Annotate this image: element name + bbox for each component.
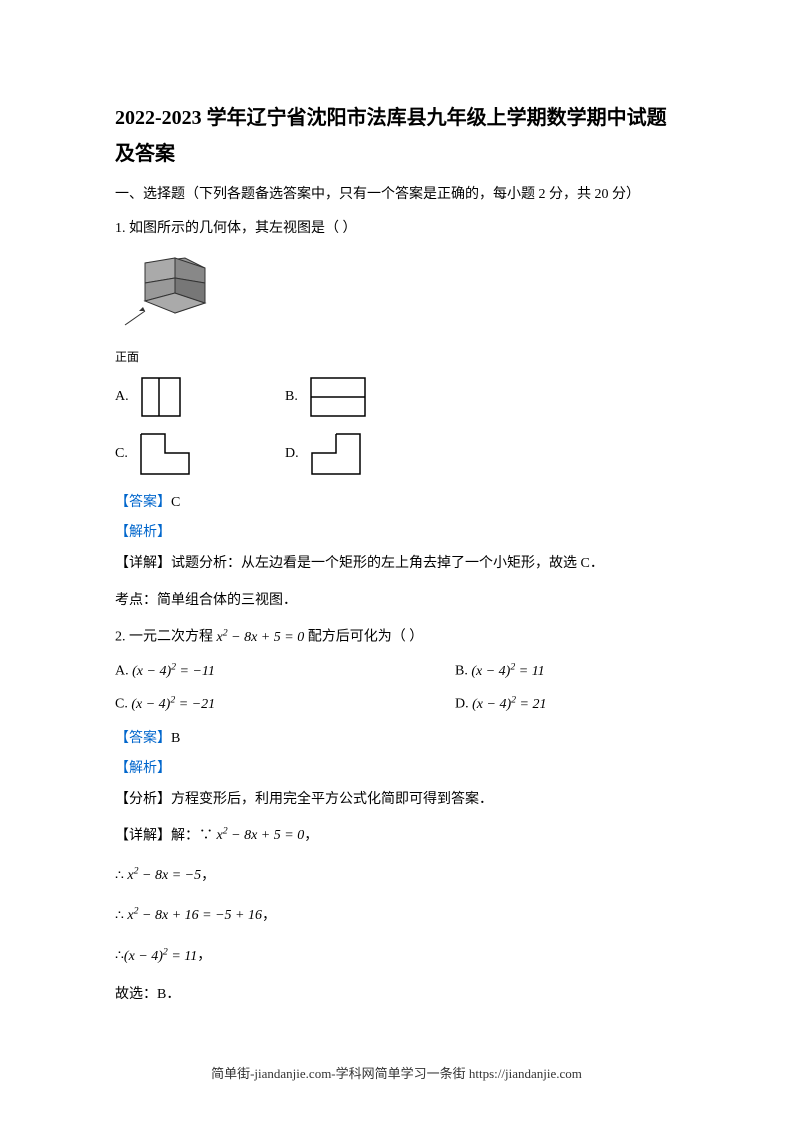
q1-option-d: D. <box>285 433 361 475</box>
option-math: (x − 4)2 = −21 <box>131 697 215 712</box>
option-label: A. <box>115 664 129 679</box>
detail-content: 试题分析：从左边看是一个矩形的左上角去掉了一个小矩形，故选 C． <box>171 556 604 571</box>
step4-math: (x − 4)2 = 11 <box>124 949 197 964</box>
figure-label: 正面 <box>115 348 678 365</box>
q1-option-row-2: C. D. <box>115 433 678 475</box>
q2-answer: 【答案】B <box>115 727 678 747</box>
detail-label: 【详解】 <box>115 556 171 571</box>
option-label: D. <box>455 697 469 712</box>
q2-option-a: A. (x − 4)2 = −11 <box>115 661 455 680</box>
q1-exam-point: 考点：简单组合体的三视图． <box>115 588 678 613</box>
q1-option-b: B. <box>285 377 366 417</box>
q2-option-c: C. (x − 4)2 = −21 <box>115 694 455 713</box>
answer-value: C <box>171 495 180 510</box>
q2-step3: ∴ x2 − 8x + 16 = −5 + 16， <box>115 904 678 928</box>
q1-figure: 正面 <box>115 253 678 365</box>
option-label: C. <box>115 446 128 462</box>
section-header: 一、选择题（下列各题备选答案中，只有一个答案是正确的，每小题 2 分，共 20 … <box>115 184 678 206</box>
answer-value: B <box>171 731 180 746</box>
answer-label: 【答案】 <box>115 731 171 746</box>
option-a-shape <box>141 377 181 417</box>
option-math: (x − 4)2 = −11 <box>132 664 215 679</box>
option-label: A. <box>115 389 129 405</box>
q2-option-row-1: A. (x − 4)2 = −11 B. (x − 4)2 = 11 <box>115 661 678 680</box>
q2-equation: x2 − 8x + 5 = 0 <box>217 630 308 645</box>
q2-fenxi: 【分析】方程变形后，利用完全平方公式化简即可得到答案． <box>115 787 678 812</box>
q1-text: 1. 如图所示的几何体，其左视图是（ ） <box>115 218 678 240</box>
q2-option-d: D. (x − 4)2 = 21 <box>455 694 546 713</box>
option-math: (x − 4)2 = 11 <box>471 664 544 679</box>
q1-analysis-label: 【解析】 <box>115 521 678 541</box>
step2-math: x2 − 8x = −5 <box>127 868 201 883</box>
option-b-shape <box>310 377 366 417</box>
step1-math: x2 − 8x + 5 = 0 <box>217 828 305 843</box>
q2-conclusion: 故选：B． <box>115 984 678 1006</box>
answer-label: 【答案】 <box>115 495 171 510</box>
analysis-label: 【解析】 <box>115 525 171 540</box>
analysis-label: 【解析】 <box>115 761 171 776</box>
q2-option-b: B. (x − 4)2 = 11 <box>455 661 545 680</box>
q1-detail: 【详解】试题分析：从左边看是一个矩形的左上角去掉了一个小矩形，故选 C． <box>115 551 678 576</box>
option-c-shape <box>140 433 190 475</box>
q1-answer: 【答案】C <box>115 491 678 511</box>
q2-step2: ∴ x2 − 8x = −5， <box>115 864 678 888</box>
q1-option-row-1: A. B. <box>115 377 678 417</box>
q1-option-a: A. <box>115 377 285 417</box>
fenxi-label: 【分析】 <box>115 792 171 807</box>
step4-prefix: ∴ <box>115 949 124 964</box>
q2-detail-line: 【详解】解：∵ x2 − 8x + 5 = 0， <box>115 824 678 848</box>
q2-suffix: 配方后可化为（ ） <box>308 630 424 645</box>
q2-step4: ∴(x − 4)2 = 11， <box>115 944 678 968</box>
q2-text: 2. 一元二次方程 x2 − 8x + 5 = 0 配方后可化为（ ） <box>115 625 678 649</box>
step2-prefix: ∴ <box>115 868 127 883</box>
q1-option-c: C. <box>115 433 285 475</box>
fenxi-content: 方程变形后，利用完全平方公式化简即可得到答案． <box>171 792 493 807</box>
step3-math: x2 − 8x + 16 = −5 + 16 <box>127 908 262 923</box>
exam-title: 2022-2023 学年辽宁省沈阳市法库县九年级上学期数学期中试题及答案 <box>115 100 678 172</box>
option-label: C. <box>115 697 128 712</box>
option-math: (x − 4)2 = 21 <box>472 697 546 712</box>
option-d-shape <box>311 433 361 475</box>
option-label: B. <box>285 389 298 405</box>
q2-analysis-label: 【解析】 <box>115 757 678 777</box>
step3-prefix: ∴ <box>115 908 127 923</box>
q2-option-row-2: C. (x − 4)2 = −21 D. (x − 4)2 = 21 <box>115 694 678 713</box>
detail-label: 【详解】 <box>115 828 171 843</box>
page-footer: 简单街-jiandanjie.com-学科网简单学习一条街 https://ji… <box>0 1063 793 1082</box>
option-label: B. <box>455 664 468 679</box>
option-label: D. <box>285 446 299 462</box>
q2-prefix: 2. 一元二次方程 <box>115 630 213 645</box>
detail-prefix: 解：∵ <box>171 828 217 843</box>
